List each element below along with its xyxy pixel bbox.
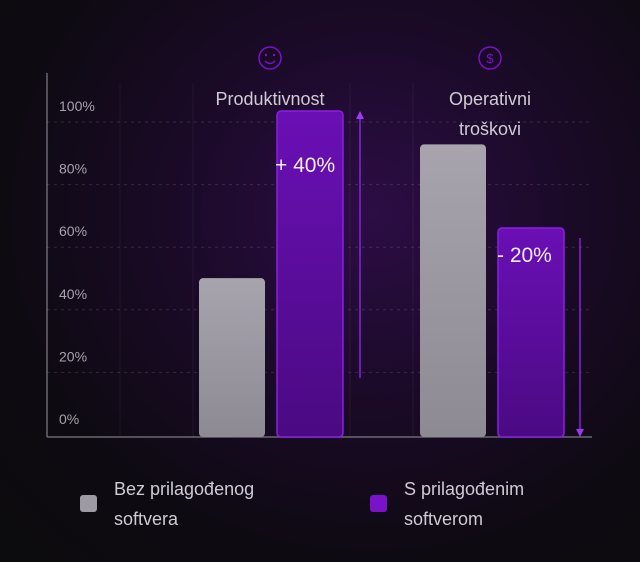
- dollar-icon: $: [478, 46, 502, 70]
- legend-label-line: Bez prilagođenog: [114, 479, 255, 499]
- y-tick-label: 100%: [59, 98, 95, 114]
- delta-label: - 20%: [497, 244, 552, 267]
- legend-item-without-software: Bez prilagođenog softvera: [80, 474, 284, 534]
- legend-label-line: softverom: [404, 509, 484, 529]
- svg-text:$: $: [486, 51, 494, 66]
- legend-label-line: softvera: [114, 509, 179, 529]
- bar-chart: 0% 20% 40% 60% 80% 100% + 40% - 20% $ Produktiv…: [46, 46, 592, 438]
- legend-swatch-purple: [370, 495, 387, 512]
- y-tick-label: 80%: [59, 161, 87, 177]
- delta-label: + 40%: [275, 154, 335, 177]
- bar-without-software-1: [420, 144, 486, 437]
- bar-with-software-0: [276, 110, 344, 438]
- arrow-down-icon: [576, 429, 584, 437]
- bar-with-software-1: [497, 227, 565, 438]
- legend-item-with-software: S prilagođenim softverom: [370, 474, 574, 534]
- y-tick-label: 60%: [59, 223, 87, 239]
- category-label: troškovi: [459, 119, 521, 139]
- category-label: Produktivnost: [215, 89, 324, 109]
- y-tick-label: 20%: [59, 348, 87, 364]
- legend-swatch-gray: [80, 495, 97, 512]
- category-label: Operativni: [449, 89, 531, 109]
- y-tick-label: 0%: [59, 411, 79, 427]
- legend-label-line: S prilagođenim: [404, 479, 525, 499]
- smiley-icon: [258, 46, 282, 70]
- bar-without-software-0: [199, 278, 265, 437]
- arrow-up-icon: [356, 110, 364, 119]
- y-tick-label: 40%: [59, 286, 87, 302]
